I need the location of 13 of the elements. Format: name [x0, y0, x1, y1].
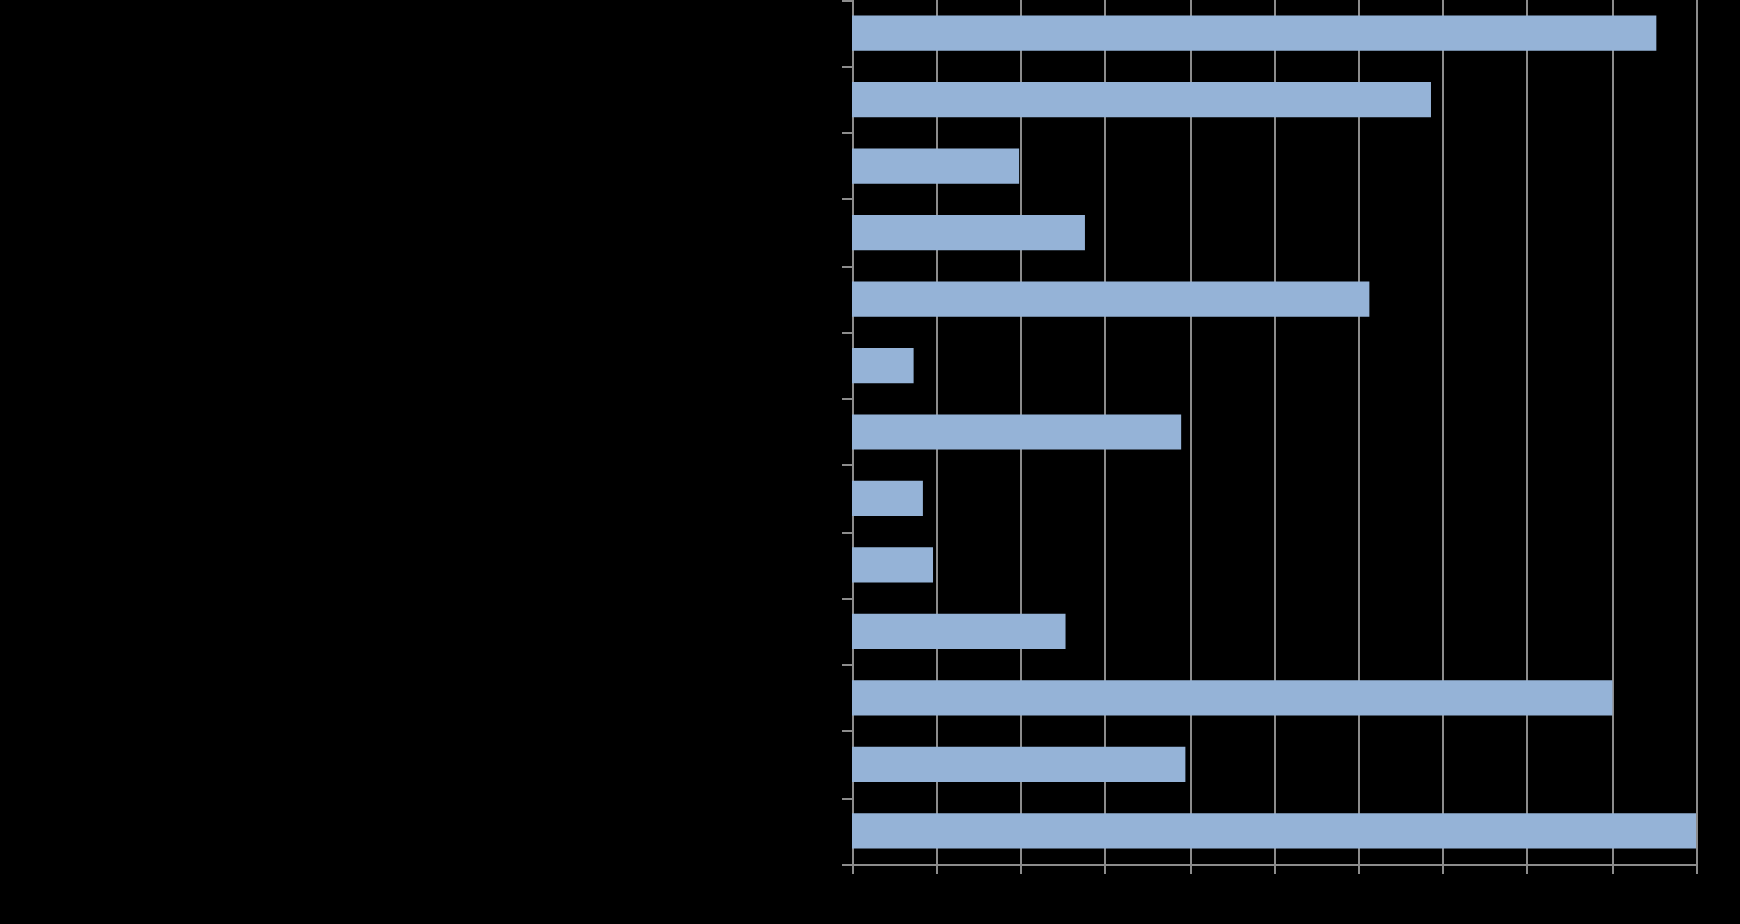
bar [852, 547, 934, 583]
bar [852, 215, 1085, 251]
bar [852, 281, 1370, 317]
bar [852, 813, 1696, 849]
bar [852, 680, 1613, 716]
bar [852, 15, 1657, 51]
bar [852, 480, 923, 517]
bar [852, 82, 1431, 118]
bar [852, 746, 1186, 782]
bar [852, 414, 1182, 450]
bar [852, 347, 914, 384]
bar [852, 148, 1020, 184]
bar [852, 613, 1066, 649]
